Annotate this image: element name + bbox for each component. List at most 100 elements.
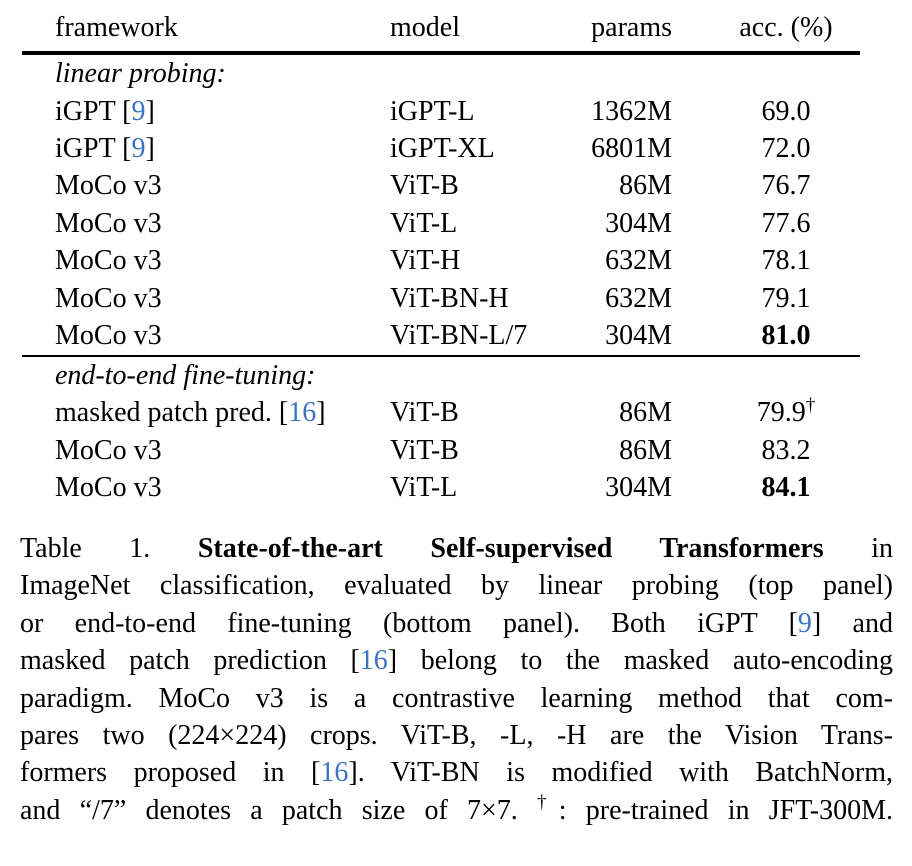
cell-framework: MoCo v3 [22,205,390,242]
cell-model: ViT-BN-L/7 [390,320,528,352]
cell-framework: MoCo v3 [22,470,390,507]
cell-params: 632M [605,282,672,314]
cell-model: ViT-L [390,472,458,504]
cell-model: ViT-B [390,434,459,466]
cell-params: 6801M [591,133,672,165]
text-run: MoCo v3 [55,207,162,239]
text-run: 77.6 [761,207,811,239]
cell-params: 86M [619,434,672,466]
table-header-row: framework model params acc. (%) [22,6,860,55]
text-run: ]. ViT-BN is modified with BatchNorm, [348,757,894,789]
cell-params: 304M [605,320,672,352]
table-caption: Table 1. State-of-the-art Self-supervise… [20,530,893,832]
text-run: paradigm. MoCo v3 is a contrastive learn… [20,682,893,714]
cell-framework: MoCo v3 [22,168,390,205]
text-run: 81.0 [761,320,811,352]
cell-framework: MoCo v3 [22,432,390,469]
col-header-framework: framework [22,6,390,55]
cell-params: 304M [605,472,672,504]
cell-accuracy: 78.1 [712,243,860,280]
caption-line: paradigm. MoCo v3 is a contrastive learn… [20,680,893,717]
text-run: 79.9 [756,397,806,429]
text-run: State-of-the-art Self-supervised Transfo… [197,532,824,564]
table-row: MoCo v3 ViT-L 304M 77.6 [22,205,860,242]
cell-model: ViT-B [390,397,459,429]
text-run: Table 1. [20,532,198,564]
cell-model: iGPT-L [390,95,475,127]
cell-model: ViT-H [390,245,461,277]
text-run: MoCo v3 [55,282,162,314]
text-run: 72.0 [761,133,811,165]
text-run: and “/7” denotes a patch size of 7×7. [20,794,538,826]
text-run: iGPT [ [55,95,132,127]
text-run: 76.7 [761,170,811,202]
text-run: MoCo v3 [55,320,162,352]
cell-framework: MoCo v3 [22,243,390,280]
cell-model: ViT-B [390,170,459,202]
cell-framework: iGPT [9] [22,130,390,167]
text-run: ] belong to the masked auto-encoding [387,645,893,677]
text-run: formers proposed in [ [20,757,321,789]
cell-accuracy: 81.0 [712,317,860,355]
text-run: ] [145,95,155,127]
citation-link[interactable]: 9 [797,607,812,639]
table-section-linear-probing: linear probing: iGPT [9] iGPT-L 1362M 69.0 iG… [22,53,860,356]
cell-accuracy: 77.6 [712,205,860,242]
table-row: MoCo v3 ViT-BN-H 632M 79.1 [22,280,860,317]
text-run: masked patch pred. [ [55,397,289,429]
table-row: MoCo v3 ViT-B 86M 83.2 [22,432,860,469]
table-row: masked patch pred. [16] ViT-B 86M 79.9† [22,395,860,432]
text-run: ImageNet classification, evaluated by li… [20,570,893,602]
text-run: ] [316,397,326,429]
table-row: MoCo v3 ViT-B 86M 76.7 [22,168,860,205]
text-run: 79.1 [761,282,811,314]
cell-params: 1362M [591,95,672,127]
cell-framework: MoCo v3 [22,317,390,355]
text-run: in [823,532,893,564]
text-run: MoCo v3 [55,170,162,202]
table-row: iGPT [9] iGPT-XL 6801M 72.0 [22,130,860,167]
cell-accuracy: 84.1 [712,470,860,507]
caption-line: ImageNet classification, evaluated by li… [20,567,893,604]
cell-accuracy: 69.0 [712,93,860,130]
cell-accuracy: 76.7 [712,168,860,205]
text-run: 84.1 [761,472,811,504]
citation-link[interactable]: 9 [131,95,146,127]
text-run: 69.0 [761,95,811,127]
table-row: iGPT [9] iGPT-L 1362M 69.0 [22,93,860,130]
text-run: pares two (224×224) crops. ViT-B, -L, -H… [20,719,893,751]
section-label: linear probing: [55,58,226,89]
section-label: end-to-end fine-tuning: [55,359,316,391]
text-run: ] and [811,607,893,639]
cell-framework: iGPT [9] [22,93,390,130]
cell-framework: masked patch pred. [16] [22,395,390,432]
citation-link[interactable]: 16 [359,645,388,677]
cell-params: 86M [619,397,672,429]
caption-line: pares two (224×224) crops. ViT-B, -L, -H… [20,717,893,754]
dagger-mark: † [805,394,816,416]
table-row: MoCo v3 ViT-BN-L/7 304M 81.0 [22,317,860,355]
text-run: 83.2 [761,434,811,466]
text-run: MoCo v3 [55,434,162,466]
cell-accuracy: 83.2 [712,432,860,469]
caption-line: Table 1. State-of-the-art Self-supervise… [20,530,893,567]
citation-link[interactable]: 16 [288,397,317,429]
text-run: MoCo v3 [55,472,162,504]
cell-params: 304M [605,207,672,239]
cell-params: 86M [619,170,672,202]
citation-link[interactable]: 16 [320,757,349,789]
cell-model: ViT-BN-H [390,282,509,314]
text-run: iGPT [ [55,133,132,165]
cell-accuracy: 72.0 [712,130,860,167]
table-row: MoCo v3 ViT-L 304M 84.1 [22,470,860,507]
citation-link[interactable]: 9 [131,133,146,165]
dagger-mark: † [537,792,559,814]
text-run: 78.1 [761,245,811,277]
results-table: framework model params acc. (%) linear p… [22,6,860,507]
table-section-finetuning: end-to-end fine-tuning: masked patch pred… [22,355,860,507]
cell-framework: MoCo v3 [22,280,390,317]
cell-model: ViT-L [390,207,458,239]
cell-model: iGPT-XL [390,133,495,165]
caption-line: masked patch prediction [16] belong to t… [20,642,893,679]
section-label-row: end-to-end fine-tuning: [22,356,860,395]
